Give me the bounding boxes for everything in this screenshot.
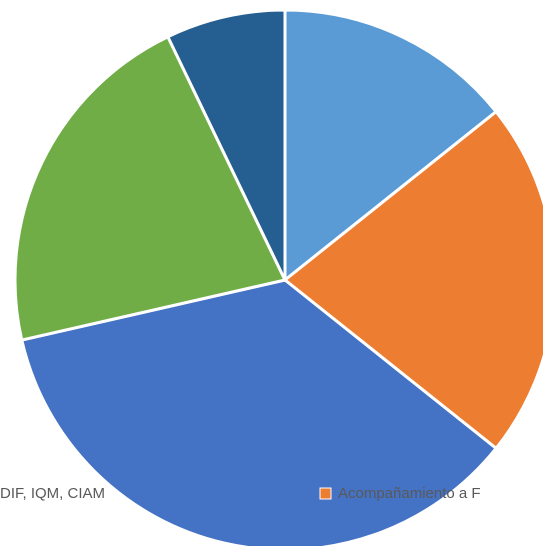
pie-slice (283, 110, 543, 450)
pie-slice (166, 8, 287, 282)
legend-label: DIF, IQM, CIAM (0, 485, 105, 502)
legend-swatch (319, 487, 332, 500)
pie-slice (20, 278, 498, 546)
legend-label: Acompañamiento a F (338, 485, 481, 502)
pie-slice (13, 35, 287, 342)
pie-slice (283, 8, 498, 282)
